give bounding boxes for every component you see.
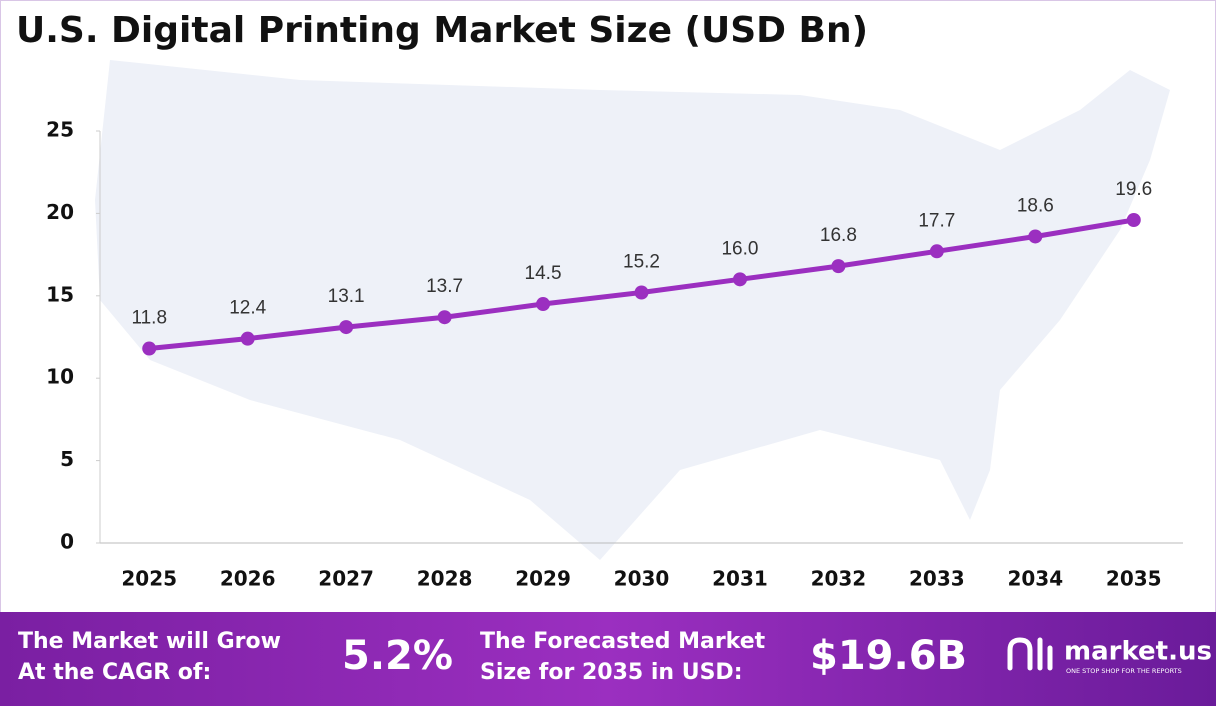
point xyxy=(240,331,255,346)
forecast-label: Size for 2035 in USD: xyxy=(480,660,743,685)
x-tick-label: 2029 xyxy=(515,567,571,591)
x-tick-label: 2030 xyxy=(614,567,670,591)
point xyxy=(929,244,944,259)
y-tick-label: 25 xyxy=(46,118,74,142)
value-label: 12.4 xyxy=(229,298,266,319)
value-label: 14.5 xyxy=(525,263,562,284)
value-label: 18.6 xyxy=(1017,195,1054,216)
point xyxy=(831,259,846,274)
y-tick-label: 20 xyxy=(46,200,74,224)
point xyxy=(1028,229,1043,244)
value-label: 19.6 xyxy=(1115,179,1152,200)
logo-icon xyxy=(1007,637,1053,671)
cagr-label: The Market will Grow xyxy=(18,629,281,654)
y-tick-label: 0 xyxy=(60,530,74,554)
point xyxy=(339,320,354,335)
point xyxy=(1126,212,1141,227)
x-tick-label: 2032 xyxy=(811,567,867,591)
value-label: 13.1 xyxy=(328,286,365,307)
x-tick-label: 2033 xyxy=(909,567,965,591)
value-label: 11.8 xyxy=(131,308,167,329)
x-tick-label: 2035 xyxy=(1106,567,1162,591)
map-background xyxy=(95,60,1170,560)
y-tick-label: 10 xyxy=(46,365,74,389)
point xyxy=(536,297,551,312)
y-tick-label: 5 xyxy=(60,447,74,471)
value-label: 16.8 xyxy=(820,225,857,246)
x-tick-label: 2027 xyxy=(318,567,374,591)
forecast-label: The Forecasted Market xyxy=(480,629,766,654)
point xyxy=(634,285,649,300)
cagr-value: 5.2% xyxy=(342,633,453,679)
point xyxy=(142,341,157,356)
logo-tagline: ONE STOP SHOP FOR THE REPORTS xyxy=(1066,667,1182,675)
x-tick-label: 2026 xyxy=(220,567,276,591)
x-tick-label: 2031 xyxy=(712,567,768,591)
forecast-value: $19.6B xyxy=(810,633,967,679)
point xyxy=(732,272,747,287)
value-label: 17.7 xyxy=(918,210,955,231)
logo-text: market.us xyxy=(1064,637,1212,667)
x-tick-label: 2028 xyxy=(417,567,473,591)
x-tick-label: 2025 xyxy=(121,567,177,591)
cagr-label: At the CAGR of: xyxy=(18,660,211,685)
value-label: 13.7 xyxy=(426,276,463,297)
x-tick-label: 2034 xyxy=(1007,567,1063,591)
point xyxy=(437,310,452,325)
chart-title: U.S. Digital Printing Market Size (USD B… xyxy=(16,10,868,51)
value-label: 15.2 xyxy=(623,252,660,273)
y-tick-label: 15 xyxy=(46,282,74,306)
footer-band xyxy=(0,612,1216,706)
value-label: 16.0 xyxy=(721,238,758,259)
